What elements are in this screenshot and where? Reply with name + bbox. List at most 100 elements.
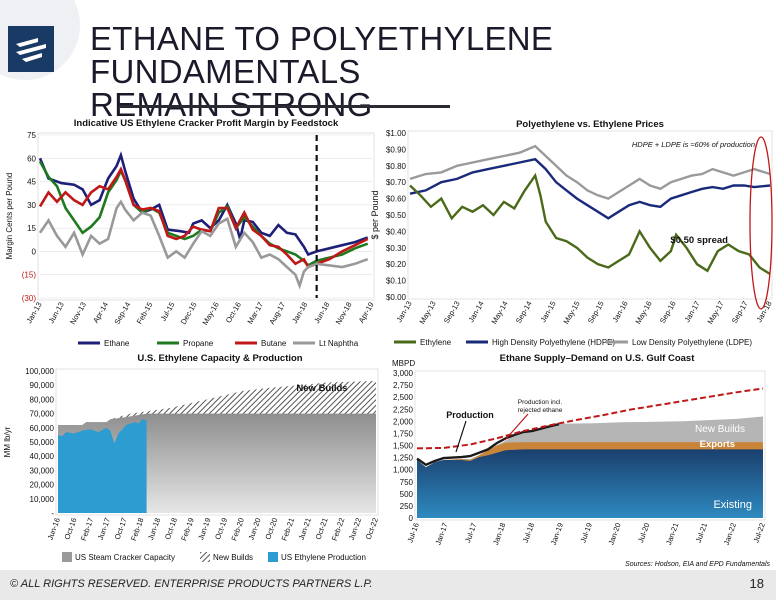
chart4-y-tick-label: 750 xyxy=(400,478,414,487)
chart4-x-tick-label: Jul-21 xyxy=(694,522,709,544)
chart2-legend-label: High Density Polyethylene (HDPE) xyxy=(492,338,615,347)
copyright-text: © ALL RIGHTS RESERVED. ENTERPRISE PRODUC… xyxy=(10,578,373,590)
chart1-x-tick-label: Mar-17 xyxy=(245,301,265,326)
chart3-legend-label: US Steam Cracker Capacity xyxy=(75,553,175,562)
chart3-y-tick-label: 70,000 xyxy=(30,410,55,419)
chart2-series-line-0 xyxy=(409,172,771,276)
chart3-x-tick-label: Feb-17 xyxy=(79,517,96,542)
chart4-rejected-label: Production incl. xyxy=(518,399,563,406)
chart2-x-tick-label: Sep-15 xyxy=(586,300,606,325)
chart2-x-tick-label: Sep-14 xyxy=(514,300,534,325)
chart2-spread-label: $0.50 spread xyxy=(670,235,728,246)
chart1-x-tick-label: Aug-17 xyxy=(267,301,287,326)
chart2-y-tick-label: $0.30 xyxy=(386,244,407,253)
chart3-legend-swatch xyxy=(268,552,278,562)
chart1-x-tick-label: Dec-15 xyxy=(179,301,199,326)
chart2-series-line-1 xyxy=(409,157,771,220)
chart3-x-tick-label: Jun-17 xyxy=(96,517,112,542)
chart1-x-tick-label: Apr-19 xyxy=(357,301,376,325)
chart4-x-tick-label: Jul-17 xyxy=(463,522,478,544)
chart3-y-tick-label: 90,000 xyxy=(30,381,55,390)
chart1-x-tick-label: May-16 xyxy=(200,301,220,327)
chart2-x-tick-label: May-15 xyxy=(561,300,581,326)
chart2-x-tick-label: Jan-15 xyxy=(538,300,557,324)
chart1-x-tick-label: Nov-13 xyxy=(68,301,88,326)
chart4-new-builds-label: New Builds xyxy=(695,424,745,435)
title-divider xyxy=(120,105,450,108)
chart3-y-tick-label: 20,000 xyxy=(30,481,55,490)
chart3-y-tick-label: 40,000 xyxy=(30,452,55,461)
chart1-legend-label: Lt Naphtha xyxy=(319,339,359,348)
chart1-y-tick-label: 30 xyxy=(27,201,36,210)
chart4-production-line xyxy=(416,423,560,467)
chart4-x-tick-label: Jan-21 xyxy=(664,522,680,547)
chart3-y-tick-label: 60,000 xyxy=(30,424,55,433)
chart1-series-line-2 xyxy=(38,166,369,269)
chart4-area-existing xyxy=(417,449,763,518)
chart2-y-tick-label: $0.80 xyxy=(386,162,407,171)
chart4-y-tick-label: 1,250 xyxy=(393,454,414,463)
chart3-legend-label: New Builds xyxy=(213,553,253,562)
chart2-x-tick-label: Sep-17 xyxy=(730,300,750,325)
chart2-x-tick-label: Jan-13 xyxy=(394,300,413,324)
chart1-y-tick-label: (15) xyxy=(22,271,37,280)
chart1-legend-label: Propane xyxy=(183,339,214,348)
chart3-y-tick-label: - xyxy=(51,509,54,518)
chart4-y-tick-label: 2,000 xyxy=(393,417,414,426)
chart1-legend-label: Butane xyxy=(261,339,287,348)
slide-title-line1: ETHANE TO POLYETHYLENE FUNDAMENTALS xyxy=(90,20,554,90)
chart2-x-tick-label: May-17 xyxy=(705,300,725,326)
chart1-series-line-3 xyxy=(38,199,369,290)
chart2-note: HDPE + LDPE is ≈60% of production xyxy=(632,140,755,149)
chart3-y-tick-label: 100,000 xyxy=(25,367,54,376)
chart1-x-tick-label: Nov-18 xyxy=(334,301,354,326)
chart1-x-tick-label: Jan-13 xyxy=(24,301,43,325)
chart1-x-tick-label: Jan-18 xyxy=(290,301,309,325)
chart1-y-tick-label: 45 xyxy=(27,178,36,187)
chart3-x-tick-label: Jun-20 xyxy=(246,517,262,542)
chart1-x-tick-label: Jun-18 xyxy=(312,301,331,325)
chart4-existing-label: Existing xyxy=(713,499,752,511)
chart3-x-tick-label: Feb-19 xyxy=(179,517,196,542)
chart2-x-tick-label: May-14 xyxy=(489,300,509,326)
chart1-title: Indicative US Ethylene Cracker Profit Ma… xyxy=(74,118,339,129)
chart3-x-tick-label: Jun-19 xyxy=(196,517,212,542)
chart2-legend-label: Ethylene xyxy=(420,338,452,347)
chart3-x-tick-label: Feb-20 xyxy=(229,517,246,542)
chart3-x-tick-label: Oct-21 xyxy=(314,517,330,541)
chart2-y-tick-label: $0.50 xyxy=(386,211,407,220)
slide-title: ETHANE TO POLYETHYLENE FUNDAMENTALS REMA… xyxy=(90,22,776,121)
slide-title-line2: REMAIN STRONG xyxy=(90,86,373,123)
chart4-production-pointer xyxy=(455,420,467,453)
chart2-y-tick-label: $0.60 xyxy=(386,195,407,204)
chart4-y-tick-label: 2,250 xyxy=(393,405,414,414)
chart3-x-tick-label: Jun-22 xyxy=(347,517,363,542)
chart4-x-tick-label: Jan-19 xyxy=(549,522,565,547)
charts-canvas: Indicative US Ethylene Cracker Profit Ma… xyxy=(3,118,774,568)
chart4-x-tick-label: Jul-16 xyxy=(405,522,420,544)
chart1-x-tick-label: Oct-16 xyxy=(224,301,243,325)
chart4-x-tick-label: Jul-18 xyxy=(521,522,536,544)
chart3-y-axis-label: MM lb/yr xyxy=(3,426,12,457)
chart2-y-tick-label: $0.40 xyxy=(386,227,407,236)
chart2-y-tick-label: $0.10 xyxy=(386,277,407,286)
chart2-x-tick-label: Jan-17 xyxy=(682,300,701,324)
chart4-x-tick-label: Jul-20 xyxy=(636,522,651,544)
chart3-x-tick-label: Feb-18 xyxy=(129,517,146,542)
chart4-y-tick-label: 0 xyxy=(409,514,414,523)
chart4-x-tick-label: Jan-20 xyxy=(606,522,622,547)
chart3-x-tick-label: Jun-18 xyxy=(146,517,162,542)
chart2-legend-label: Low Density Polyethylene (LDPE) xyxy=(632,338,752,347)
chart4-y-tick-label: 250 xyxy=(400,502,414,511)
chart4-y-tick-label: 3,000 xyxy=(393,369,414,378)
chart2-y-tick-label: $0.20 xyxy=(386,260,407,269)
chart4-y-tick-label: 1,500 xyxy=(393,442,414,451)
chart1-series-line-1 xyxy=(38,160,369,268)
chart3-area-production xyxy=(58,419,147,513)
chart4-y-tick-label: 1,750 xyxy=(393,429,414,438)
chart4-rejected-label: rejected ethane xyxy=(518,407,563,414)
chart4-rejected-pointer xyxy=(504,413,529,441)
chart1-y-tick-label: (30) xyxy=(22,294,37,303)
chart2-x-tick-label: Jan-14 xyxy=(466,300,485,324)
